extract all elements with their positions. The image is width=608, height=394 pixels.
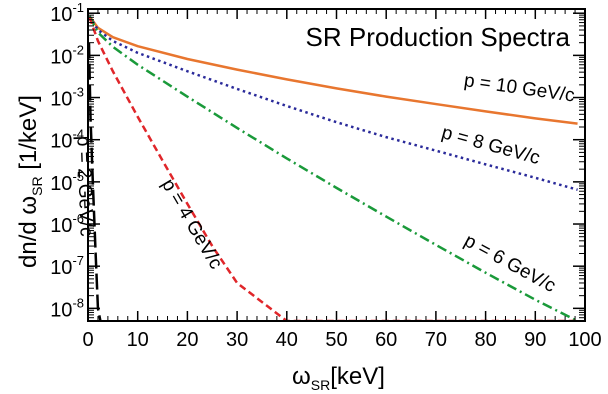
y-tick-label: 10-3 xyxy=(50,85,84,111)
curve-label: p = 10 GeV/c xyxy=(463,70,576,106)
x-tick-label: 100 xyxy=(568,329,601,351)
y-tick-label: 10-2 xyxy=(50,42,84,68)
series-line-3 xyxy=(88,16,578,321)
y-axis-title-rest: [1/keV] xyxy=(15,95,42,176)
x-tick-label: 80 xyxy=(474,329,496,351)
y-axis-title-main: dn/d ω xyxy=(15,196,42,268)
series-line-0 xyxy=(88,15,578,125)
curve-label: p = 4 GeV/c xyxy=(157,175,226,273)
y-tick-label: 10-4 xyxy=(50,127,84,153)
x-tick-label: 40 xyxy=(276,329,298,351)
curve-label: p = 2 GeV/c xyxy=(72,135,96,237)
x-tick-label: 20 xyxy=(176,329,198,351)
curve-labels: p = 10 GeV/cp = 8 GeV/cp = 6 GeV/cp = 4 … xyxy=(72,70,576,297)
y-axis-title-sub: SR xyxy=(29,176,45,195)
y-tick-exponent: -8 xyxy=(72,295,84,310)
series-line-4 xyxy=(88,42,102,321)
x-tick-label: 60 xyxy=(375,329,397,351)
y-tick-exponent: -6 xyxy=(72,211,84,226)
curves xyxy=(88,15,579,321)
x-axis-title: ωSR[keV] xyxy=(292,363,385,393)
x-axis-title-rest: [keV] xyxy=(330,363,385,390)
x-axis-title-main: ω xyxy=(292,363,311,390)
x-tick-label: 30 xyxy=(226,329,248,351)
y-tick-base: 10 xyxy=(50,215,72,237)
y-tick-label: 10-7 xyxy=(50,253,84,279)
x-tick-label: 70 xyxy=(425,329,447,351)
curve-label: p = 8 GeV/c xyxy=(439,122,542,169)
y-tick-exponent: -2 xyxy=(72,42,84,57)
y-tick-exponent: -7 xyxy=(72,253,84,268)
y-tick-base: 10 xyxy=(50,89,72,111)
y-tick-base: 10 xyxy=(50,131,72,153)
series-line-1 xyxy=(88,15,578,191)
x-tick-label: 50 xyxy=(325,329,347,351)
tick-labels: 0 10 20 30 40 50 60 70 80 90 10010-110-210-310-410… xyxy=(50,0,602,351)
curve-label-group: p = 2 GeV/c xyxy=(72,135,96,237)
y-tick-base: 10 xyxy=(50,4,72,26)
plot-title: SR Production Spectra xyxy=(306,22,571,52)
y-tick-exponent: -5 xyxy=(72,169,84,184)
y-tick-base: 10 xyxy=(50,173,72,195)
y-tick-label: 10-5 xyxy=(50,169,84,195)
x-tick-label: 0 xyxy=(82,329,93,351)
curve-label-group: p = 4 GeV/c xyxy=(157,175,226,273)
series-line-2 xyxy=(88,15,579,321)
y-tick-base: 10 xyxy=(50,257,72,279)
y-tick-exponent: -4 xyxy=(72,127,84,142)
y-tick-base: 10 xyxy=(50,299,72,321)
y-axis-title: dn/d ωSR [1/keV] xyxy=(15,95,45,268)
x-axis-title-sub: SR xyxy=(311,377,330,393)
x-tick-label: 90 xyxy=(524,329,546,351)
y-tick-exponent: -1 xyxy=(72,0,84,15)
y-tick-label: 10-6 xyxy=(50,211,84,237)
x-tick-label: 10 xyxy=(127,329,149,351)
curve-label-group: p = 10 GeV/c xyxy=(463,70,576,106)
y-tick-base: 10 xyxy=(50,46,72,68)
axis-ticks xyxy=(87,9,586,321)
curve-label-group: p = 8 GeV/c xyxy=(439,122,542,169)
y-tick-exponent: -3 xyxy=(72,85,84,100)
y-tick-label: 10-8 xyxy=(50,295,84,321)
y-tick-label: 10-1 xyxy=(50,0,84,26)
